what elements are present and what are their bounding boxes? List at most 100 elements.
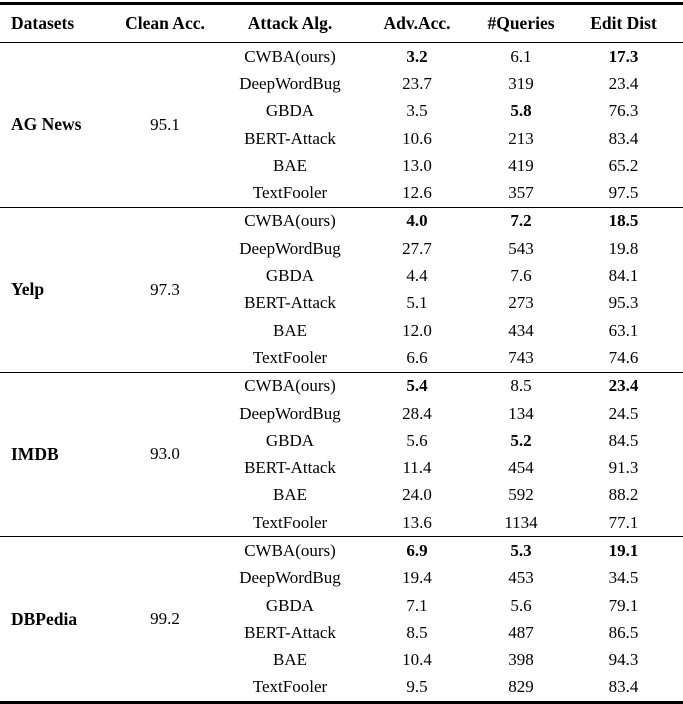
edit-dist-cell: 83.4: [608, 128, 639, 148]
queries-cell: 1134: [504, 512, 538, 532]
group-dbpedia: DBPedia 99.2 CWBA(ours) 6.9 5.3 19.1 Dee…: [0, 536, 683, 703]
adv-acc-cell: 3.5: [406, 101, 428, 121]
table-row: BAE 10.4 398 94.3: [0, 647, 683, 674]
attack-alg-cell: BAE: [273, 650, 307, 670]
clean-acc-cell: 93.0: [106, 371, 224, 537]
queries-cell: 5.2: [510, 430, 532, 450]
table-row: Yelp 97.3 CWBA(ours) 4.0 7.2 18.5: [0, 206, 683, 373]
dataset-cell: AG News: [11, 114, 82, 135]
adv-acc-cell: 12.0: [402, 320, 432, 340]
attack-alg-cell: GBDA: [265, 430, 315, 450]
attack-alg-cell: DeepWordBug: [239, 238, 341, 258]
table-row: DeepWordBug 23.7 319 23.4: [0, 70, 683, 97]
edit-dist-cell: 74.6: [608, 347, 639, 367]
queries-cell: 5.8: [510, 101, 532, 121]
attack-alg-cell: GBDA: [265, 595, 315, 615]
queries-cell: 453: [508, 568, 534, 588]
queries-cell: 398: [508, 650, 534, 670]
table-row: GBDA 5.6 5.2 84.5: [0, 427, 683, 454]
adv-acc-cell: 9.5: [406, 677, 428, 697]
adv-acc-cell: 4.4: [406, 266, 428, 286]
clean-acc-cell: 95.1: [150, 114, 180, 134]
attack-alg-cell: CWBA(ours): [224, 536, 356, 565]
table-row: BERT-Attack 8.5 487 86.5: [0, 619, 683, 646]
edit-dist-cell: 65.2: [608, 155, 639, 175]
attack-alg-cell: CWBA(ours): [224, 206, 356, 236]
table-row: GBDA 3.5 5.8 76.3: [0, 98, 683, 125]
table-row: GBDA 4.4 7.6 84.1: [0, 262, 683, 289]
adv-acc-cell: 3.2: [406, 46, 428, 66]
col-header-clean-acc: Clean Acc.: [106, 3, 224, 43]
col-header-edit-dist: Edit Dist: [564, 3, 683, 43]
queries-cell: 434: [508, 320, 534, 340]
attack-alg-cell: TextFooler: [252, 347, 328, 367]
dataset-cell: Yelp: [0, 206, 106, 373]
queries-cell: 5.3: [478, 536, 564, 565]
queries-cell: 454: [508, 458, 534, 478]
queries-cell: 319: [508, 73, 534, 93]
table-row: BERT-Attack 10.6 213 83.4: [0, 125, 683, 152]
adv-acc-cell: 8.5: [406, 622, 428, 642]
edit-dist-cell: 88.2: [608, 485, 639, 505]
group-yelp: Yelp 97.3 CWBA(ours) 4.0 7.2 18.5 DeepWo…: [0, 206, 683, 373]
attack-alg-cell: CWBA(ours): [244, 46, 336, 66]
edit-dist-cell: 94.3: [608, 650, 639, 670]
adv-acc-cell: 10.4: [402, 650, 432, 670]
edit-dist-cell: 23.4: [564, 371, 683, 400]
adv-acc-cell: 5.1: [406, 293, 428, 313]
table-row: TextFooler 9.5 829 83.4: [0, 674, 683, 703]
attack-alg-cell: GBDA: [265, 266, 315, 286]
attack-alg-cell: BAE: [273, 485, 307, 505]
attack-alg-cell: TextFooler: [252, 677, 328, 697]
table-row: BAE 24.0 592 88.2: [0, 482, 683, 509]
edit-dist-cell: 17.3: [608, 46, 639, 66]
table-row: BERT-Attack 11.4 454 91.3: [0, 454, 683, 481]
queries-cell: 213: [508, 128, 534, 148]
col-header-queries: #Queries: [478, 3, 564, 43]
adv-acc-cell: 4.0: [356, 206, 478, 236]
table-row: TextFooler 6.6 743 74.6: [0, 344, 683, 372]
edit-dist-cell: 86.5: [608, 622, 639, 642]
queries-cell: 134: [508, 403, 534, 423]
attack-alg-cell: TextFooler: [252, 183, 328, 203]
adv-acc-cell: 11.4: [402, 458, 432, 478]
queries-cell: 419: [508, 155, 534, 175]
table-row: DeepWordBug 27.7 543 19.8: [0, 235, 683, 262]
queries-cell: 6.1: [510, 46, 532, 66]
table-row: DBPedia 99.2 CWBA(ours) 6.9 5.3 19.1: [0, 536, 683, 703]
edit-dist-cell: 19.8: [608, 238, 639, 258]
adv-acc-cell: 13.6: [402, 512, 432, 532]
queries-cell: 7.6: [510, 266, 532, 286]
queries-cell: 7.2: [478, 206, 564, 236]
edit-dist-cell: 19.1: [564, 536, 683, 565]
table-row: BAE 12.0 434 63.1: [0, 317, 683, 344]
attack-alg-cell: DeepWordBug: [239, 403, 341, 423]
adv-acc-cell: 10.6: [402, 128, 432, 148]
edit-dist-cell: 95.3: [608, 293, 639, 313]
queries-cell: 487: [508, 622, 534, 642]
table-row: TextFooler 12.6 357 97.5: [0, 179, 683, 207]
attack-alg-cell: GBDA: [265, 101, 315, 121]
queries-cell: 543: [508, 238, 534, 258]
edit-dist-cell: 83.4: [608, 677, 639, 697]
edit-dist-cell: 63.1: [608, 320, 639, 340]
adv-acc-cell: 12.6: [402, 183, 432, 203]
adv-acc-cell: 5.4: [356, 371, 478, 400]
clean-acc-cell: 99.2: [106, 536, 224, 703]
adv-acc-cell: 24.0: [402, 485, 432, 505]
attack-alg-cell: BAE: [273, 320, 307, 340]
table-row: TextFooler 13.6 1134 77.1: [0, 509, 683, 537]
attack-alg-cell: BERT-Attack: [244, 622, 336, 642]
edit-dist-cell: 18.5: [564, 206, 683, 236]
adv-acc-cell: 27.7: [402, 238, 432, 258]
edit-dist-cell: 84.5: [608, 430, 639, 450]
adv-acc-cell: 23.7: [402, 73, 432, 93]
queries-cell: 5.6: [510, 595, 532, 615]
attack-alg-cell: TextFooler: [252, 512, 328, 532]
dataset-cell: IMDB: [0, 371, 106, 537]
attack-alg-cell: DeepWordBug: [239, 73, 341, 93]
adv-acc-cell: 6.6: [406, 347, 428, 367]
attack-alg-cell: BERT-Attack: [244, 128, 336, 148]
